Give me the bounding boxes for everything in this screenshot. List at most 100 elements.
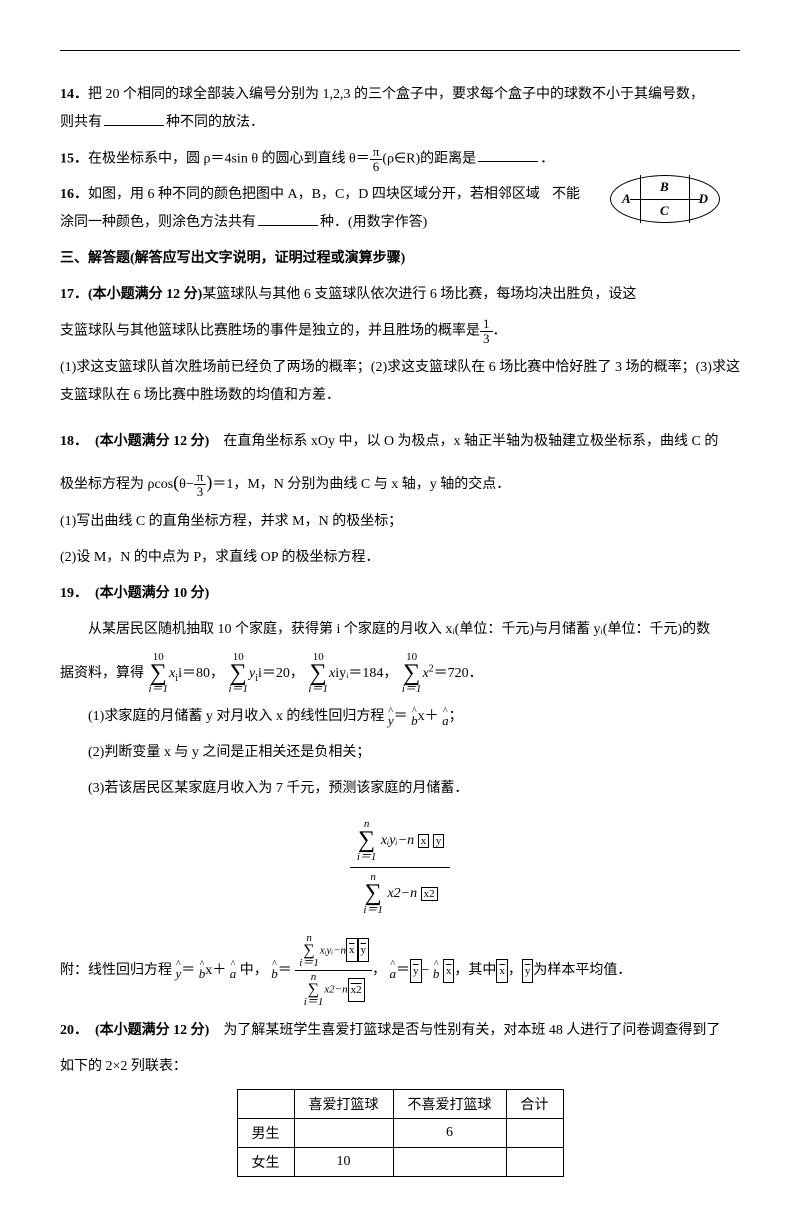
q16-text-c: 涂同一种颜色，则涂色方法共有 bbox=[60, 215, 256, 230]
sum-lower: i＝1 bbox=[228, 684, 248, 695]
xbar-box: x bbox=[443, 959, 455, 983]
q17-text-a: 某篮球队与其他 6 支篮球队依次进行 6 场比赛，每场均决出胜负，设这 bbox=[202, 287, 636, 302]
q18-line2: 极坐标方程为 ρcos(θ−π3)＝1，M，N 分别为曲线 C 与 x 轴，y … bbox=[60, 464, 740, 500]
table-cell: 喜爱打篮球 bbox=[294, 1090, 393, 1119]
sum-icon: n∑i＝1 bbox=[363, 872, 383, 916]
q16-number: 16． bbox=[60, 187, 88, 202]
sigma-icon: ∑ bbox=[308, 983, 319, 997]
num-a: xᵢyᵢ−n bbox=[320, 944, 346, 956]
question-15: 15．在极坐标系中，圆 ρ＝4sin θ 的圆心到直线 θ＝π6(ρ∈R)的距离… bbox=[60, 145, 740, 173]
q19-sum1-after: i＝80， bbox=[178, 666, 224, 681]
sigma-icon: ∑ bbox=[230, 663, 247, 685]
b-hat-formula: n∑i＝1 xᵢyᵢ−n x y n∑i＝1 x2−n x2 bbox=[350, 815, 450, 919]
q15-frac: π6 bbox=[370, 145, 383, 173]
sum-lower: i＝1 bbox=[149, 684, 169, 695]
xbar2-box: x2 bbox=[348, 978, 365, 1002]
q16-text-d: 种．(用数字作答) bbox=[320, 215, 427, 230]
q19-attach: 附：线性回归方程 ^y＝ ^bx＋ ^a 中， ^b＝ n∑i＝1xᵢyᵢ−nx… bbox=[60, 932, 740, 1010]
question-17: 17．(本小题满分 12 分)某篮球队与其他 6 支篮球队依次进行 6 场比赛，… bbox=[60, 281, 740, 309]
q18-text-b: 极坐标方程为 ρcos bbox=[60, 477, 173, 492]
q15-frac-num: π bbox=[370, 145, 383, 160]
table-cell bbox=[506, 1148, 563, 1177]
region-label-b: B bbox=[660, 179, 669, 195]
xbar-box: x bbox=[418, 834, 430, 848]
q18-inner-a: θ− bbox=[179, 477, 194, 492]
q17-frac-num: 1 bbox=[480, 317, 493, 332]
table-cell: 10 bbox=[294, 1148, 393, 1177]
q19-p1-a: (1)求家庭的月储蓄 y 对月收入 x 的线性回归方程 bbox=[88, 709, 384, 724]
top-rule bbox=[60, 50, 740, 51]
attach-end3: 为样本平均值． bbox=[533, 963, 631, 978]
eq: ＝ bbox=[181, 963, 195, 978]
den-a: x2−n bbox=[324, 984, 347, 996]
sum-icon: 10∑i＝1 bbox=[402, 652, 422, 696]
spacer bbox=[60, 418, 740, 428]
table-cell bbox=[506, 1119, 563, 1148]
q16-text-b: 不能 bbox=[552, 181, 580, 209]
xbar-box: x bbox=[496, 959, 508, 983]
q20-number: 20． bbox=[60, 1023, 81, 1038]
sigma-icon: ∑ bbox=[303, 944, 314, 958]
x-plus: x＋ bbox=[205, 963, 226, 978]
q14-text-a: 把 20 个相同的球全部装入编号分别为 1,2,3 的三个盒子中，要求每个盒子中… bbox=[88, 87, 704, 102]
q15-frac-den: 6 bbox=[370, 160, 383, 174]
table-row: 男生 6 bbox=[237, 1119, 563, 1148]
oval-vline-left bbox=[640, 175, 641, 223]
question-18: 18． (本小题满分 12 分) 在直角坐标系 xOy 中，以 O 为极点，x … bbox=[60, 428, 740, 456]
table-cell: 不喜爱打篮球 bbox=[393, 1090, 506, 1119]
sigma-icon: ∑ bbox=[358, 830, 375, 852]
blank-fill[interactable] bbox=[104, 111, 164, 126]
q15-number: 15． bbox=[60, 151, 88, 166]
sum-lower: i＝1 bbox=[304, 997, 324, 1008]
q19-data-prefix: 据资料，算得 bbox=[60, 666, 144, 681]
eq-xb: x＋ bbox=[418, 709, 439, 724]
q15-text-b: (ρ∈R)的距离是 bbox=[382, 151, 476, 166]
q19-p1: (1)求家庭的月储蓄 y 对月收入 x 的线性回归方程 ^y＝ ^bx＋ ^a； bbox=[60, 703, 740, 731]
sum-icon: 10∑i＝1 bbox=[308, 652, 328, 696]
question-14: 14．把 20 个相同的球全部装入编号分别为 1,2,3 的三个盒子中，要求每个… bbox=[60, 81, 740, 137]
q15-text-a: 在极坐标系中，圆 ρ＝4sin θ 的圆心到直线 θ＝ bbox=[88, 151, 370, 166]
region-label-a: A bbox=[622, 191, 631, 207]
blank-fill[interactable] bbox=[258, 211, 318, 226]
q17-parts: (1)求这支篮球队首次胜场前已经负了两场的概率；(2)求这支篮球队在 6 场比赛… bbox=[60, 354, 740, 410]
contingency-table: 喜爱打篮球 不喜爱打篮球 合计 男生 6 女生 10 bbox=[237, 1089, 564, 1177]
mid3: 中， bbox=[236, 963, 268, 978]
q19-sum4-after: ＝720． bbox=[434, 666, 483, 681]
table-cell bbox=[237, 1090, 294, 1119]
q18-heading: (本小题满分 12 分) bbox=[95, 434, 209, 449]
ybar-box: y bbox=[522, 959, 534, 983]
sum-icon: 10∑i＝1 bbox=[149, 652, 169, 696]
sum-lower: i＝1 bbox=[363, 905, 383, 916]
q20-text-b: 如下的 2×2 列联表： bbox=[60, 1053, 740, 1081]
q18-text-c: ＝1，M，N 分别为曲线 C 与 x 轴，y 轴的交点． bbox=[212, 477, 510, 492]
q18-p2: (2)设 M，N 的中点为 P，求直线 OP 的极坐标方程． bbox=[60, 544, 740, 572]
table-cell: 6 bbox=[393, 1119, 506, 1148]
q16-text-a: 如图，用 6 种不同的颜色把图中 A，B，C，D 四块区域分开，若相邻区域 bbox=[88, 187, 540, 202]
question-20: 20． (本小题满分 12 分) 为了解某班学生喜爱打篮球是否与性别有关，对本班… bbox=[60, 1017, 740, 1045]
q15-text-c: ． bbox=[540, 151, 554, 166]
blank-fill[interactable] bbox=[478, 147, 538, 162]
sigma-icon: ∑ bbox=[365, 883, 382, 905]
q17-frac: 13 bbox=[480, 317, 493, 345]
hat-var: b bbox=[433, 968, 440, 979]
table-cell bbox=[294, 1119, 393, 1148]
q19-number: 19． bbox=[60, 586, 81, 601]
b-hat-small: n∑i＝1xᵢyᵢ−nxy n∑i＝1x2−nx2 bbox=[295, 932, 372, 1010]
q17-line2: 支篮球队与其他篮球队比赛胜场的事件是独立的，并且胜场的概率是13． bbox=[60, 317, 740, 345]
minus: − bbox=[422, 963, 430, 978]
q19-p1-end: ； bbox=[449, 709, 463, 724]
ybar-box: y bbox=[410, 959, 422, 983]
sigma-icon: ∑ bbox=[150, 663, 167, 685]
q18-text-a: 在直角坐标系 xOy 中，以 O 为极点，x 轴正半轴为极轴建立极坐标系，曲线 … bbox=[223, 434, 718, 449]
q17-number: 17． bbox=[60, 287, 88, 302]
section-3-heading: 三、解答题(解答应写出文字说明，证明过程或演算步骤) bbox=[60, 245, 740, 273]
sum-lower: i＝1 bbox=[357, 852, 377, 863]
ybar-box: y bbox=[358, 938, 370, 962]
question-19: 19． (本小题满分 10 分) bbox=[60, 580, 740, 608]
sum-icon: n∑i＝1 bbox=[299, 933, 319, 969]
q14-text-c: 种不同的放法． bbox=[166, 115, 264, 130]
table-cell: 女生 bbox=[237, 1148, 294, 1177]
sum-icon: n∑i＝1 bbox=[304, 972, 324, 1008]
q14-text-b: 则共有 bbox=[60, 115, 102, 130]
region-label-d: D bbox=[699, 191, 708, 207]
